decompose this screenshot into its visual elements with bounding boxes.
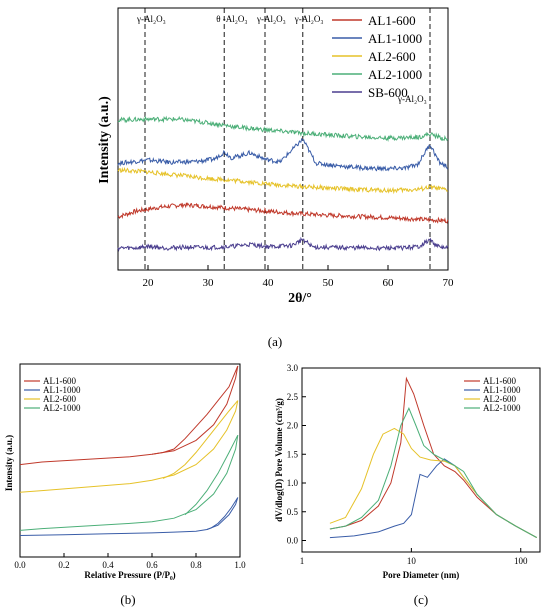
x-tick-label: 20	[143, 277, 155, 289]
isotherm-chart: 0.0 0.2 0.4 0.6 0.8 1.0 Relative Pressure (P/P…	[4, 363, 246, 607]
x-tick-label: 0.4	[102, 560, 114, 570]
legend-label: AL2-1000	[368, 67, 422, 82]
x-axis-label: Relative Pressure (P/P₀)	[84, 570, 175, 580]
series-line	[117, 202, 449, 224]
y-tick-label: 0.0	[287, 536, 299, 546]
panel-label: (a)	[268, 334, 282, 349]
phase-annotation: θ -Al₂O₃	[216, 14, 247, 24]
adsorption-line	[19, 435, 239, 531]
pore-size-chart: 0.0 0.5 1.0 1.5 2.0 2.5 3.0 1 10 100 Pore Diameter…	[274, 363, 541, 607]
phase-annotation: γ-Al₂O₃	[136, 14, 166, 24]
plot-frame	[301, 367, 541, 553]
x-tick-label: 50	[323, 277, 335, 289]
series-line	[329, 376, 537, 539]
x-tick-label: 10	[407, 556, 417, 566]
phase-annotation: γ-Al₂O₃	[397, 94, 427, 104]
legend-label: AL1-1000	[368, 31, 422, 46]
legend-label: AL2-600	[368, 49, 416, 64]
x-tick-label: 1	[300, 556, 305, 566]
x-tick-label: 1.0	[234, 560, 246, 570]
legend-label: AL1-600	[483, 376, 516, 386]
series-line	[117, 236, 449, 252]
legend-label: AL1-1000	[43, 385, 81, 395]
x-tick-label: 40	[263, 277, 275, 289]
plot-frame	[19, 363, 241, 558]
desorption-line	[206, 497, 239, 530]
legend-label: AL1-600	[43, 376, 76, 386]
legend-label: AL1-1000	[483, 385, 521, 395]
y-axis-label: dV/dlog(D) Pore Volume (cm³/g)	[274, 398, 284, 522]
y-tick-label: 0.5	[287, 507, 299, 517]
x-tick-label: 0.8	[190, 560, 202, 570]
x-tick-label: 60	[383, 277, 395, 289]
x-tick-label: 30	[203, 277, 215, 289]
x-axis-label: 2θ/°	[288, 291, 312, 306]
plot-frame	[117, 7, 449, 271]
x-axis-label: Pore Diameter (nm)	[383, 570, 460, 580]
y-axis-label: Intensity (a.u.)	[97, 96, 112, 184]
legend-label: AL2-1000	[43, 403, 81, 413]
series-line	[329, 407, 537, 539]
y-tick-label: 2.0	[287, 421, 299, 431]
y-tick-label: 1.0	[287, 478, 299, 488]
phase-annotation: γ-Al₂O₃	[294, 14, 324, 24]
series-line	[117, 115, 449, 143]
phase-annotation: γ-Al₂O₃	[256, 14, 286, 24]
y-tick-label: 1.5	[287, 449, 299, 459]
legend-label: AL2-1000	[483, 403, 521, 413]
panel-label: (c)	[414, 592, 428, 607]
series-line	[117, 137, 449, 172]
series-line	[329, 427, 537, 539]
legend-label: AL1-600	[368, 13, 416, 28]
legend-label: AL2-600	[483, 394, 516, 404]
x-tick-label: 100	[514, 556, 528, 566]
adsorption-line	[19, 400, 239, 493]
desorption-line	[162, 400, 239, 479]
y-tick-label: 2.5	[287, 392, 299, 402]
x-tick-label: 0.6	[146, 560, 158, 570]
legend-label: AL2-600	[43, 394, 76, 404]
xrd-chart: γ-Al₂O₃ θ -Al₂O₃ γ-Al₂O₃ γ-Al₂O₃ γ-Al₂O₃ 20 30…	[97, 7, 455, 349]
desorption-line	[184, 434, 239, 516]
adsorption-line	[19, 365, 239, 466]
x-tick-label: 70	[443, 277, 455, 289]
panel-label: (b)	[120, 592, 135, 607]
series-line	[117, 166, 448, 195]
desorption-line	[151, 365, 239, 455]
series-line	[329, 458, 537, 539]
legend-label: SB-600	[368, 85, 408, 100]
x-tick-label: 0.0	[14, 560, 26, 570]
y-axis-label: Intensity (a.u.)	[4, 435, 14, 491]
x-tick-label: 0.2	[58, 560, 69, 570]
adsorption-line	[19, 497, 239, 536]
y-tick-label: 3.0	[287, 363, 299, 373]
